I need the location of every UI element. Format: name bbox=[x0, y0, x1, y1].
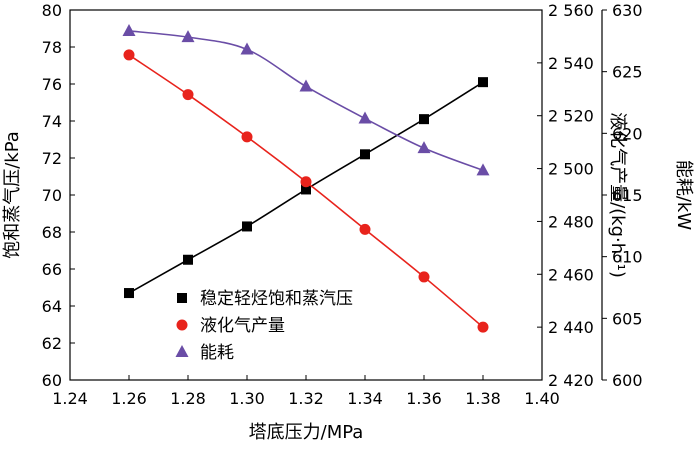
x-tick-label: 1.24 bbox=[52, 389, 88, 408]
y-right1-tick-label: 2 420 bbox=[548, 371, 594, 390]
y-left-tick-label: 76 bbox=[42, 75, 62, 94]
y-right1-tick-label: 2 560 bbox=[548, 1, 594, 20]
legend-label: 能耗 bbox=[200, 343, 234, 363]
y-right2-tick-label: 630 bbox=[612, 1, 643, 20]
data-point bbox=[241, 131, 253, 143]
y-left-tick-label: 62 bbox=[42, 334, 62, 353]
y-left-tick-label: 72 bbox=[42, 149, 62, 168]
series-layer bbox=[122, 23, 490, 333]
y-right1-tick-label: 2 440 bbox=[548, 318, 594, 337]
series-0 bbox=[124, 77, 488, 299]
data-point bbox=[181, 30, 195, 43]
y-left-tick-label: 80 bbox=[42, 1, 62, 20]
y-right1-tick-label: 2 540 bbox=[548, 54, 594, 73]
y-right2-tick-label: 625 bbox=[612, 63, 643, 82]
x-tick-label: 1.30 bbox=[229, 389, 265, 408]
data-point bbox=[360, 149, 370, 160]
x-tick-label: 1.36 bbox=[406, 389, 442, 408]
plot-frame bbox=[69, 9, 543, 381]
x-tick-label: 1.28 bbox=[170, 389, 206, 408]
data-point bbox=[242, 221, 252, 232]
legend-item: 液化气产量 bbox=[176, 316, 285, 336]
legend-marker bbox=[177, 293, 187, 303]
x-tick-label: 1.26 bbox=[111, 389, 147, 408]
data-point bbox=[124, 288, 134, 299]
data-point bbox=[301, 184, 311, 195]
x-tick-label: 1.32 bbox=[288, 389, 324, 408]
series-2 bbox=[122, 23, 490, 176]
legend-label: 稳定轻烃饱和蒸汽压 bbox=[200, 289, 353, 309]
y-left-tick-label: 70 bbox=[42, 186, 62, 205]
y-right2-tick-label: 615 bbox=[612, 186, 643, 205]
y-right2-tick-label: 605 bbox=[612, 309, 643, 328]
legend-item: 能耗 bbox=[175, 343, 234, 363]
data-point bbox=[182, 89, 194, 101]
legend-marker bbox=[176, 319, 188, 331]
legend-marker bbox=[175, 345, 189, 357]
x-axis-title: 塔底压力/MPa bbox=[249, 422, 364, 443]
y-right2-tick-label: 600 bbox=[612, 371, 643, 390]
data-point bbox=[122, 23, 136, 36]
y-left-tick-label: 74 bbox=[42, 112, 62, 131]
data-point bbox=[240, 42, 254, 55]
data-point bbox=[183, 254, 193, 265]
legend-item: 稳定轻烃饱和蒸汽压 bbox=[177, 289, 353, 309]
y-left-axis-title: 饱和蒸气压/kPa bbox=[2, 131, 23, 259]
y-left-tick-label: 68 bbox=[42, 223, 62, 242]
y-right1-axis-title: 液化气产量/(kg·h⁻¹) bbox=[607, 112, 628, 278]
y-right2-tick-label: 610 bbox=[612, 248, 643, 267]
data-point bbox=[418, 271, 430, 283]
y-left-tick-label: 64 bbox=[42, 297, 62, 316]
data-point bbox=[476, 163, 490, 176]
x-tick-label: 1.38 bbox=[465, 389, 501, 408]
data-point bbox=[417, 141, 431, 154]
series-1 bbox=[123, 49, 489, 333]
y-left-tick-label: 66 bbox=[42, 260, 62, 279]
data-point bbox=[299, 79, 313, 92]
x-tick-label: 1.40 bbox=[524, 389, 560, 408]
data-point bbox=[123, 49, 135, 61]
data-point bbox=[419, 114, 429, 125]
y-right2-axis-title: 能耗/kW bbox=[673, 160, 694, 230]
data-point bbox=[477, 321, 489, 333]
series-line bbox=[128, 30, 484, 172]
data-point bbox=[300, 176, 312, 188]
y-right1-tick-label: 2 480 bbox=[548, 212, 594, 231]
x-tick-label: 1.34 bbox=[347, 389, 383, 408]
y-right2-tick-label: 620 bbox=[612, 124, 643, 143]
y-right1-tick-label: 2 520 bbox=[548, 107, 594, 126]
data-point bbox=[359, 223, 371, 235]
legend-label: 液化气产量 bbox=[200, 316, 285, 336]
y-right1-tick-label: 2 460 bbox=[548, 265, 594, 284]
y-left-tick-label: 60 bbox=[42, 371, 62, 390]
data-point bbox=[478, 77, 488, 88]
y-right1-tick-label: 2 500 bbox=[548, 160, 594, 179]
y-left-tick-label: 78 bbox=[42, 38, 62, 57]
axes-layer: 1.24 1.26 1.28 1.30 1.32 1.34 1.36 1.38 1.40 塔底压力… bbox=[2, 1, 694, 443]
data-point bbox=[358, 111, 372, 124]
